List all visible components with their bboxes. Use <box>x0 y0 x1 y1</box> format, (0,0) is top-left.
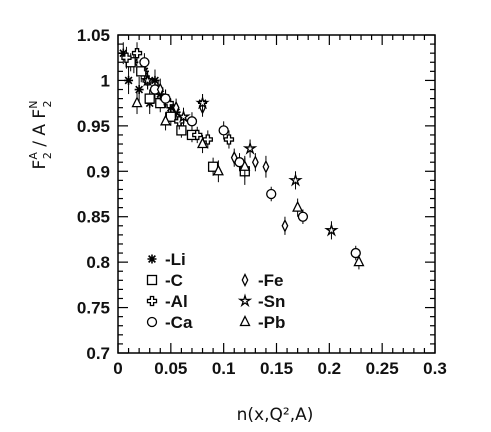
x-tick-label: 0.25 <box>366 359 399 378</box>
data-point <box>159 114 172 126</box>
legend-label: -Pb <box>258 313 285 332</box>
data-point <box>134 85 144 95</box>
data-point <box>239 159 251 171</box>
legend-marker <box>239 315 251 327</box>
data-point <box>131 48 143 59</box>
axis-ticks <box>117 34 436 354</box>
data-point <box>176 109 191 123</box>
legend-marker <box>241 273 249 287</box>
data-point <box>218 125 229 136</box>
x-tick-label: 0.3 <box>423 359 447 378</box>
y-tick-label: 1.05 <box>77 26 110 45</box>
data-point <box>156 82 164 97</box>
legend-label: -Ca <box>165 313 193 332</box>
y-tick-label: 0.8 <box>86 253 110 272</box>
data-point <box>121 52 132 63</box>
y-tick-labels: 0.7 0.75 0.8 0.85 0.9 0.95 1 1.05 <box>77 26 110 363</box>
series-sn <box>140 71 339 240</box>
y-tick-label: 0.85 <box>77 208 110 227</box>
data-point <box>242 140 258 155</box>
legend: -Li -C -Al -Ca -Fe -Sn -Pb <box>146 250 285 332</box>
y-axis-numerator-sup: A <box>27 152 40 160</box>
y-axis-numerator: F <box>30 160 50 170</box>
data-point <box>230 150 238 165</box>
data-point <box>195 95 210 110</box>
legend-marker <box>146 316 158 328</box>
y-axis-separator: / A <box>30 119 50 153</box>
y-axis-denominator-sup: N <box>27 101 40 109</box>
data-point <box>353 255 365 267</box>
legend-label: -Sn <box>258 292 285 311</box>
legend-label: -Fe <box>258 271 284 290</box>
x-tick-label: 0.15 <box>260 359 293 378</box>
data-point <box>251 155 259 170</box>
legend-label: -C <box>165 271 183 290</box>
legend-item: -Al <box>146 292 188 311</box>
data-point <box>281 218 289 233</box>
x-tick-label: 0.05 <box>154 359 187 378</box>
y-tick-label: 1 <box>101 71 110 90</box>
data-point <box>172 100 180 115</box>
data-point <box>118 48 128 58</box>
series-ca <box>139 53 361 261</box>
data-point <box>288 172 303 187</box>
data-point <box>186 116 198 127</box>
data-point <box>176 125 187 136</box>
data-point <box>297 211 309 222</box>
svg-text:FA2 / A FN2: FA2 / A FN2 <box>27 101 54 170</box>
data-point <box>140 72 155 87</box>
x-tick-label: 0.2 <box>318 359 342 378</box>
data-point <box>202 134 213 145</box>
series-fe <box>156 78 289 235</box>
data-point <box>131 96 143 108</box>
data-point <box>223 134 235 145</box>
data-point <box>196 137 209 149</box>
data-point <box>266 188 277 200</box>
x-tick-labels: 0 0.05 0.1 0.15 0.2 0.25 0.3 <box>113 359 447 378</box>
legend-label: -Al <box>165 292 188 311</box>
data-point <box>262 159 270 174</box>
data-point <box>212 164 224 176</box>
y-tick-label: 0.95 <box>77 117 110 136</box>
data-point <box>324 222 339 237</box>
y-axis-denominator-sub: 2 <box>41 101 54 108</box>
legend-marker <box>146 295 158 307</box>
data-points <box>118 42 365 270</box>
y-tick-label: 0.9 <box>86 162 110 181</box>
legend-label: -Li <box>165 250 186 269</box>
data-point <box>192 129 203 141</box>
y-tick-label: 0.7 <box>86 344 110 363</box>
x-axis-title: n(x,Q²,A) <box>237 405 314 425</box>
legend-item: -Sn <box>237 292 285 311</box>
data-point <box>144 93 155 104</box>
data-point <box>124 75 134 85</box>
legend-item: -Ca <box>146 313 193 332</box>
x-tick-label: 0 <box>113 359 122 378</box>
legend-marker <box>147 254 157 264</box>
data-point <box>160 93 171 104</box>
data-point <box>292 200 304 212</box>
data-point <box>136 66 147 77</box>
y-axis-denominator: F <box>30 109 50 119</box>
data-point <box>139 57 150 68</box>
legend-item: -C <box>146 271 183 290</box>
legend-marker <box>237 293 253 308</box>
legend-marker <box>146 274 158 286</box>
legend-item: -Li <box>147 250 186 269</box>
data-point <box>350 247 361 259</box>
legend-item: -Pb <box>239 313 285 332</box>
y-tick-label: 0.75 <box>77 299 110 318</box>
y-axis-title: FA2 / A FN2 <box>27 101 54 170</box>
x-tick-label: 0.1 <box>212 359 236 378</box>
y-axis-numerator-sub: 2 <box>41 152 54 159</box>
series-pb <box>131 92 365 270</box>
legend-item: -Fe <box>241 271 284 290</box>
